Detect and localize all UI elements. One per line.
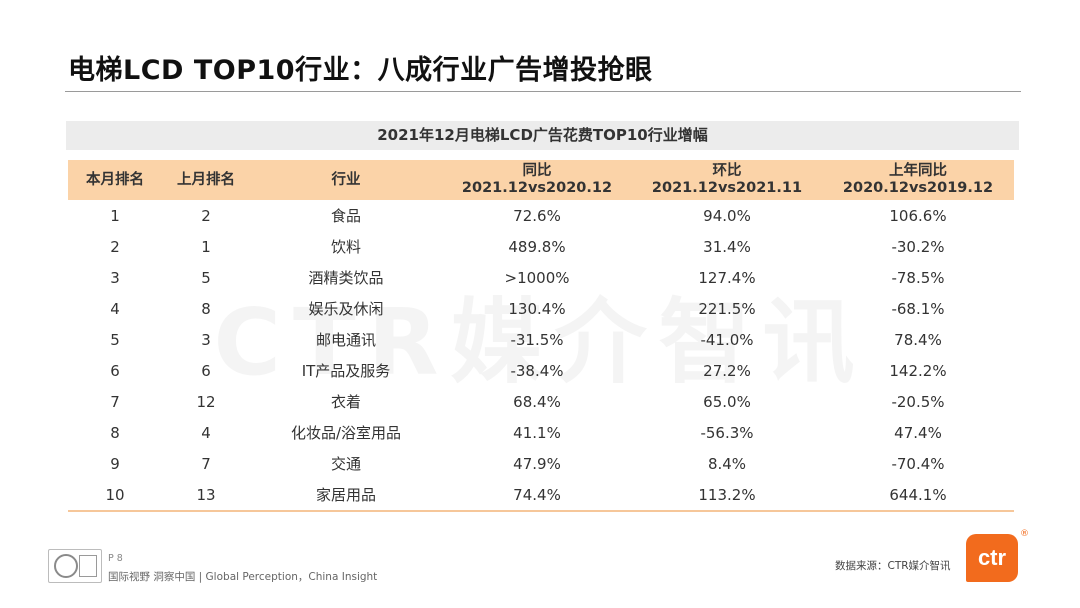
cell-mom: -41.0% (700, 330, 754, 349)
cell-prev-rank: 12 (196, 392, 216, 411)
cell-prev-yoy: 644.1% (822, 479, 1014, 512)
cell-yoy: 68.4% (513, 392, 561, 411)
cell-prev-rank: 13 (162, 479, 250, 512)
cell-mom: 94.0% (703, 206, 751, 225)
cell-mom: 27.2% (703, 361, 751, 380)
cell-rank: 1 (110, 206, 120, 225)
col-header-sublabel: 2020.12vs2019.12 (842, 180, 994, 196)
cell-yoy: 41.1% (513, 423, 561, 442)
cell-industry: 化妆品/浴室用品 (290, 424, 402, 442)
footer-slogan: 国际视野 洞察中国 | Global Perception，China Insi… (108, 571, 378, 583)
cell-yoy: 72.6% (513, 206, 561, 225)
table-caption: 2021年12月电梯LCD广告花费TOP10行业增幅 (66, 121, 1019, 150)
cell-yoy: -31.5% (510, 330, 564, 349)
cell-prev-yoy: -70.4% (891, 454, 945, 473)
cell-yoy: -38.4% (510, 361, 564, 380)
certification-seal-icon (54, 554, 78, 578)
cell-rank: 10 (68, 479, 162, 512)
col-header-label: 环比 (712, 163, 742, 179)
col-header-label: 上月排名 (177, 171, 235, 188)
col-header-industry: 行业 (250, 160, 442, 200)
industry-growth-table: 本月排名 上月排名 行业 同比 2021.12vs2020.12 环比 2021… (68, 160, 1014, 512)
table-row: 2 1 饮料 489.8% 31.4% -30.2% (68, 231, 1014, 262)
cell-industry: 衣着 (330, 393, 361, 411)
certification-mark-icon (79, 555, 97, 577)
table-row: 4 8 娱乐及休闲 130.4% 221.5% -68.1% (68, 293, 1014, 324)
cell-mom: 113.2% (632, 479, 822, 512)
cell-prev-rank: 5 (201, 268, 211, 287)
table-row: 3 5 酒精类饮品 >1000% 127.4% -78.5% (68, 262, 1014, 293)
title-divider (65, 91, 1021, 92)
cell-industry: IT产品及服务 (301, 362, 391, 380)
cell-prev-rank: 1 (201, 237, 211, 256)
cell-prev-yoy: 78.4% (894, 330, 942, 349)
cell-prev-yoy: -68.1% (891, 299, 945, 318)
cell-mom: 65.0% (703, 392, 751, 411)
cell-mom: 31.4% (703, 237, 751, 256)
table-row: 8 4 化妆品/浴室用品 41.1% -56.3% 47.4% (68, 417, 1014, 448)
col-header-label: 上年同比 (889, 163, 947, 179)
cell-prev-rank: 4 (201, 423, 211, 442)
data-source: 数据来源：CTR媒介智讯 (835, 560, 951, 572)
cell-yoy: 47.9% (513, 454, 561, 473)
cell-yoy: 74.4% (442, 479, 632, 512)
cell-industry: 交通 (330, 455, 361, 473)
cell-yoy: 130.4% (508, 299, 566, 318)
cell-mom: -56.3% (700, 423, 754, 442)
cell-prev-rank: 2 (201, 206, 211, 225)
page-number: P 8 (108, 553, 123, 564)
cell-rank: 8 (110, 423, 120, 442)
cell-industry: 酒精类饮品 (308, 269, 384, 287)
cell-prev-rank: 3 (201, 330, 211, 349)
slide-title: 电梯LCD TOP10行业：八成行业广告增投抢眼 (68, 55, 653, 86)
table-row: 5 3 邮电通讯 -31.5% -41.0% 78.4% (68, 324, 1014, 355)
col-header-rank: 本月排名 (68, 160, 162, 200)
table-header-row: 本月排名 上月排名 行业 同比 2021.12vs2020.12 环比 2021… (68, 160, 1014, 200)
cell-rank: 4 (110, 299, 120, 318)
cell-prev-yoy: -78.5% (891, 268, 945, 287)
col-header-prev-yoy: 上年同比 2020.12vs2019.12 (822, 160, 1014, 200)
cell-prev-yoy: 106.6% (889, 206, 947, 225)
cell-rank: 6 (110, 361, 120, 380)
cell-mom: 221.5% (698, 299, 756, 318)
ctr-logo: ctr (966, 534, 1018, 582)
cell-industry: 邮电通讯 (315, 331, 376, 349)
cell-mom: 8.4% (707, 454, 747, 473)
cell-prev-rank: 6 (201, 361, 211, 380)
col-header-sublabel: 2021.12vs2020.12 (461, 180, 613, 196)
col-header-prev-rank: 上月排名 (162, 160, 250, 200)
col-header-label: 本月排名 (86, 171, 144, 188)
cell-rank: 5 (110, 330, 120, 349)
cell-industry: 娱乐及休闲 (308, 300, 384, 318)
col-header-label: 行业 (331, 171, 361, 188)
col-header-sublabel: 2021.12vs2021.11 (651, 180, 803, 196)
cell-industry: 家居用品 (250, 479, 442, 512)
cell-prev-yoy: -20.5% (891, 392, 945, 411)
certification-logo (48, 549, 102, 583)
cell-mom: 127.4% (698, 268, 756, 287)
cell-prev-rank: 8 (201, 299, 211, 318)
col-header-label: 同比 (522, 163, 552, 179)
cell-rank: 9 (110, 454, 120, 473)
cell-prev-yoy: 142.2% (889, 361, 947, 380)
table-row: 9 7 交通 47.9% 8.4% -70.4% (68, 448, 1014, 479)
cell-prev-yoy: 47.4% (894, 423, 942, 442)
cell-yoy: >1000% (504, 268, 570, 287)
table-row: 10 13 家居用品 74.4% 113.2% 644.1% (68, 479, 1014, 512)
cell-rank: 3 (110, 268, 120, 287)
col-header-yoy: 同比 2021.12vs2020.12 (442, 160, 632, 200)
cell-industry: 饮料 (330, 238, 361, 256)
table-row: 7 12 衣着 68.4% 65.0% -20.5% (68, 386, 1014, 417)
cell-prev-yoy: -30.2% (891, 237, 945, 256)
col-header-mom: 环比 2021.12vs2021.11 (632, 160, 822, 200)
registered-mark: ® (1020, 529, 1029, 539)
table-row: 6 6 IT产品及服务 -38.4% 27.2% 142.2% (68, 355, 1014, 386)
table-row: 1 2 食品 72.6% 94.0% 106.6% (68, 200, 1014, 231)
cell-yoy: 489.8% (508, 237, 566, 256)
cell-rank: 2 (110, 237, 120, 256)
cell-industry: 食品 (330, 207, 361, 225)
cell-rank: 7 (110, 392, 120, 411)
cell-prev-rank: 7 (201, 454, 211, 473)
